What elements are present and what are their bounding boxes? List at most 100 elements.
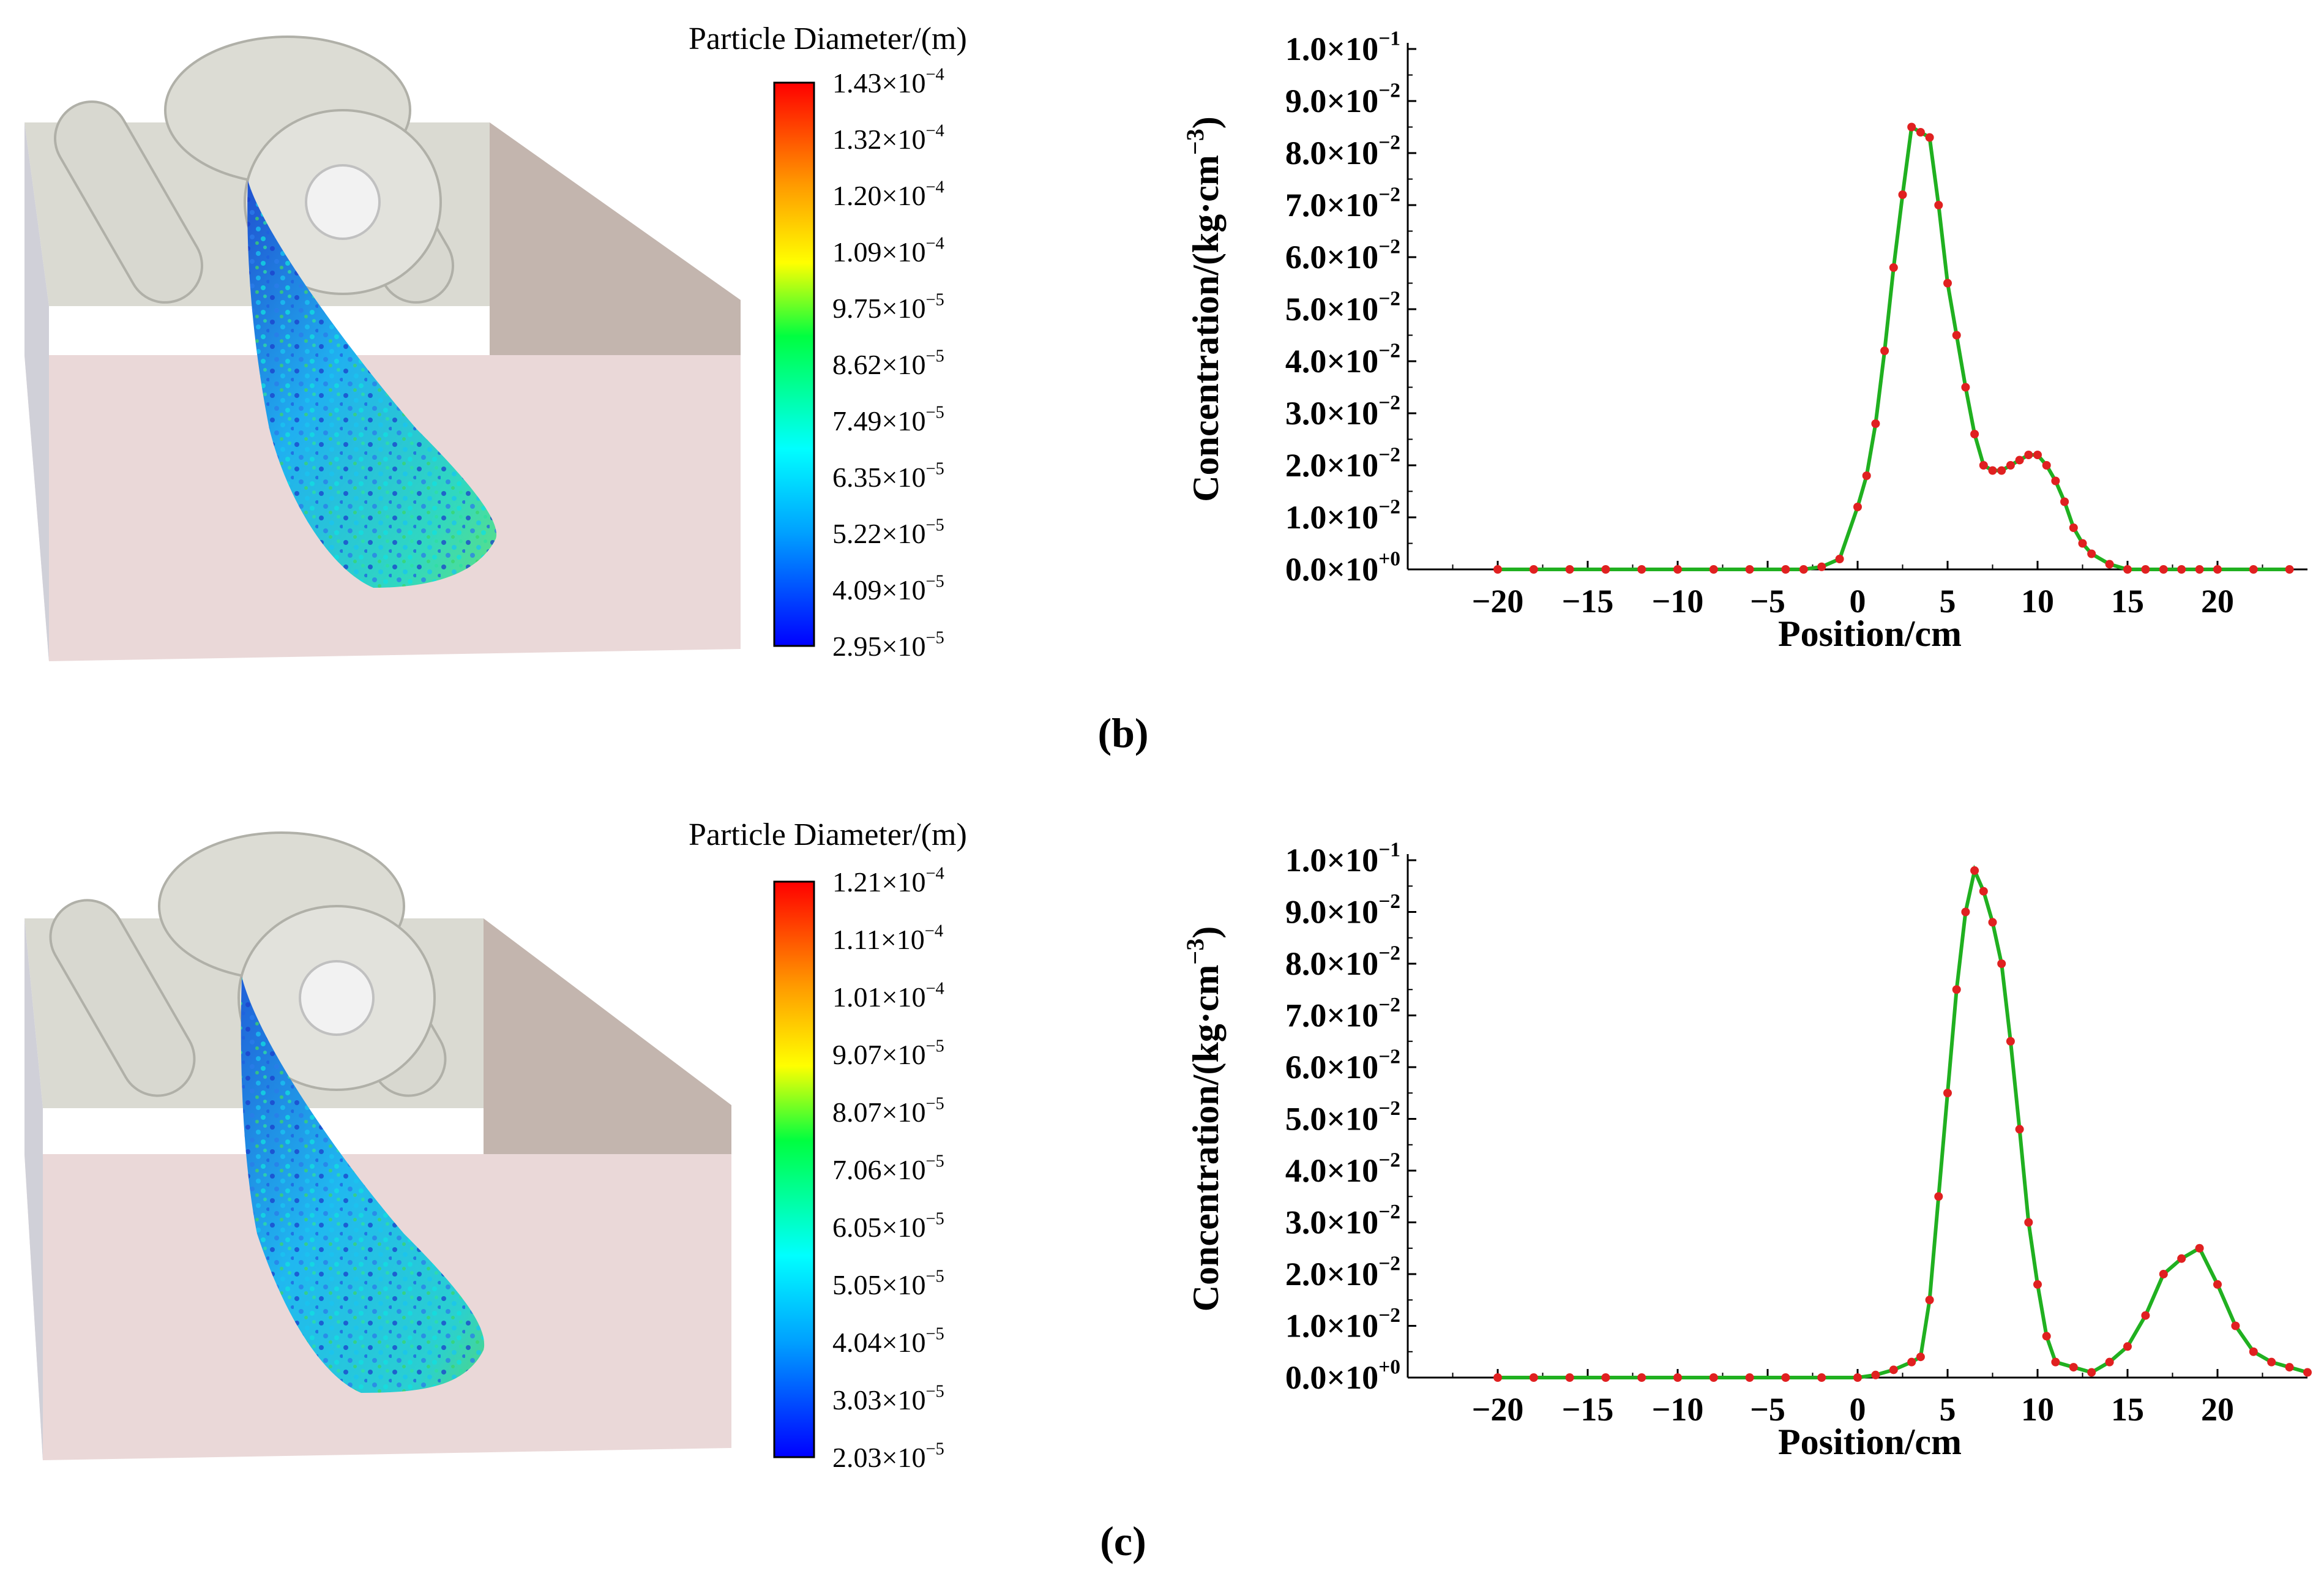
data-point xyxy=(2033,451,2042,459)
panel-b-svg: Particle Diameter/(m) 1.43×10−4 1.32×10−4… xyxy=(24,21,2307,756)
data-point xyxy=(2285,1363,2294,1372)
colorbar-tick-label: 4.09×10−5 xyxy=(832,572,944,606)
simulation-scene xyxy=(24,831,731,1460)
data-point xyxy=(2123,1342,2132,1351)
data-point xyxy=(1817,562,1826,571)
x-tick-label: 20 xyxy=(2201,583,2234,620)
data-point xyxy=(2087,549,2096,558)
y-tick-label: 4.0×10−2 xyxy=(1285,340,1400,380)
data-point xyxy=(2042,1332,2051,1341)
data-point xyxy=(1979,887,1988,896)
y-tick-label: 3.0×10−2 xyxy=(1285,1201,1400,1240)
data-point xyxy=(2195,1243,2204,1253)
colorbar-tick-label: 1.11×10−4 xyxy=(832,921,943,955)
data-point xyxy=(1952,331,1961,340)
x-axis-label: Position/cm xyxy=(1778,613,1962,654)
y-tick-label: 1.0×10−2 xyxy=(1285,496,1400,536)
data-point xyxy=(1637,1373,1646,1382)
x-tick-label: −10 xyxy=(1652,1391,1704,1428)
data-point xyxy=(2069,523,2078,532)
data-point xyxy=(1988,918,1997,927)
data-point xyxy=(1943,279,1952,288)
data-point xyxy=(2006,461,2015,470)
data-point xyxy=(1601,565,1610,574)
colorbar-tick-label: 5.22×10−5 xyxy=(832,516,944,549)
y-tick-label: 5.0×10−2 xyxy=(1285,1097,1400,1137)
pipe-left xyxy=(54,100,203,304)
colorbar-tick-label: 3.03×10−5 xyxy=(832,1382,944,1416)
data-point xyxy=(1673,565,1682,574)
colorbar-tick-label: 1.32×10−4 xyxy=(832,121,944,155)
data-point xyxy=(1970,866,1979,875)
data-point xyxy=(2195,565,2204,574)
data-point xyxy=(2051,1357,2060,1367)
y-tick-label: 8.0×10−2 xyxy=(1285,942,1400,982)
y-tick-label: 7.0×10−2 xyxy=(1285,994,1400,1033)
x-tick-label: 5 xyxy=(1940,1391,1956,1428)
y-tick-label: 2.0×10−2 xyxy=(1285,1253,1400,1292)
colorbar-b: Particle Diameter/(m) 1.43×10−4 1.32×10−4… xyxy=(689,21,967,662)
drum-hub xyxy=(299,960,375,1036)
data-point xyxy=(2033,1280,2042,1289)
colorbar-title: Particle Diameter/(m) xyxy=(689,21,967,56)
data-point xyxy=(1979,461,1988,470)
data-point xyxy=(2123,565,2132,574)
data-point xyxy=(2213,1280,2222,1289)
colorbar-c: Particle Diameter/(m) 1.21×10−4 1.11×10−4… xyxy=(689,817,967,1473)
data-point xyxy=(1880,347,1889,355)
data-point xyxy=(1889,263,1898,272)
y-tick-label: 6.0×10−2 xyxy=(1285,236,1400,276)
colorbar-tick-label: 1.43×10−4 xyxy=(832,65,944,99)
data-point xyxy=(2087,1368,2096,1377)
data-point xyxy=(2024,1218,2033,1227)
y-tick-label: 9.0×10−2 xyxy=(1285,80,1400,119)
panel-label: (c) xyxy=(1100,1518,1146,1564)
y-tick-label: 4.0×10−2 xyxy=(1285,1149,1400,1189)
colorbar-tick-label: 6.35×10−5 xyxy=(832,459,944,493)
data-point xyxy=(1781,1373,1790,1382)
data-point xyxy=(1565,1373,1574,1382)
data-point xyxy=(1637,565,1646,574)
data-point xyxy=(1952,985,1961,994)
colorbar-tick-label: 7.06×10−5 xyxy=(832,1152,944,1185)
drum-hub xyxy=(305,164,381,240)
data-point xyxy=(2015,456,2024,465)
data-point xyxy=(2159,565,2168,574)
y-tick-label: 8.0×10−2 xyxy=(1285,132,1400,171)
data-point xyxy=(2042,461,2051,470)
data-point xyxy=(2177,1254,2186,1263)
data-point xyxy=(2213,565,2222,574)
series-line xyxy=(1498,865,2308,1379)
data-point xyxy=(2051,476,2060,486)
tank-left-edge xyxy=(24,122,49,661)
data-point xyxy=(1961,383,1970,392)
data-point xyxy=(2249,1347,2258,1356)
data-point xyxy=(1817,1373,1826,1382)
y-axis-label: Concentration/(kg·cm−3) xyxy=(1181,116,1226,501)
data-point xyxy=(2303,1368,2312,1377)
data-point xyxy=(1565,565,1574,574)
concentration-chart-b: 0.0×10+0 1.0×10−2 2.0×10−2 3.0×10−2 4.0×10−2… xyxy=(1181,28,2307,654)
colorbar-tick-label: 8.62×10−5 xyxy=(832,347,944,380)
data-point xyxy=(2006,1037,2015,1046)
colorbar-tick-label: 1.09×10−4 xyxy=(832,234,944,268)
x-tick-label: 0 xyxy=(1850,1391,1866,1428)
colorbar-tick-label: 7.49×10−5 xyxy=(832,403,944,437)
data-point xyxy=(1853,1373,1862,1382)
data-point xyxy=(2105,1357,2114,1367)
data-point xyxy=(2231,1321,2240,1330)
data-point xyxy=(1916,1352,1925,1362)
x-tick-label: −20 xyxy=(1472,1391,1524,1428)
data-point xyxy=(2285,565,2294,574)
x-tick-label: 0 xyxy=(1850,583,1866,620)
colorbar-tick-label: 2.95×10−5 xyxy=(832,628,944,662)
y-tick-label: 6.0×10−2 xyxy=(1285,1046,1400,1086)
y-tick-label: 3.0×10−2 xyxy=(1285,392,1400,432)
colorbar-tick-label: 2.03×10−5 xyxy=(832,1439,944,1473)
data-point xyxy=(2141,1311,2150,1320)
data-point xyxy=(1709,1373,1718,1382)
data-point xyxy=(1799,565,1808,574)
simulation-scene xyxy=(24,36,741,661)
x-tick-label: 15 xyxy=(2111,1391,2144,1428)
y-tick-label: 1.0×10−1 xyxy=(1285,28,1400,67)
